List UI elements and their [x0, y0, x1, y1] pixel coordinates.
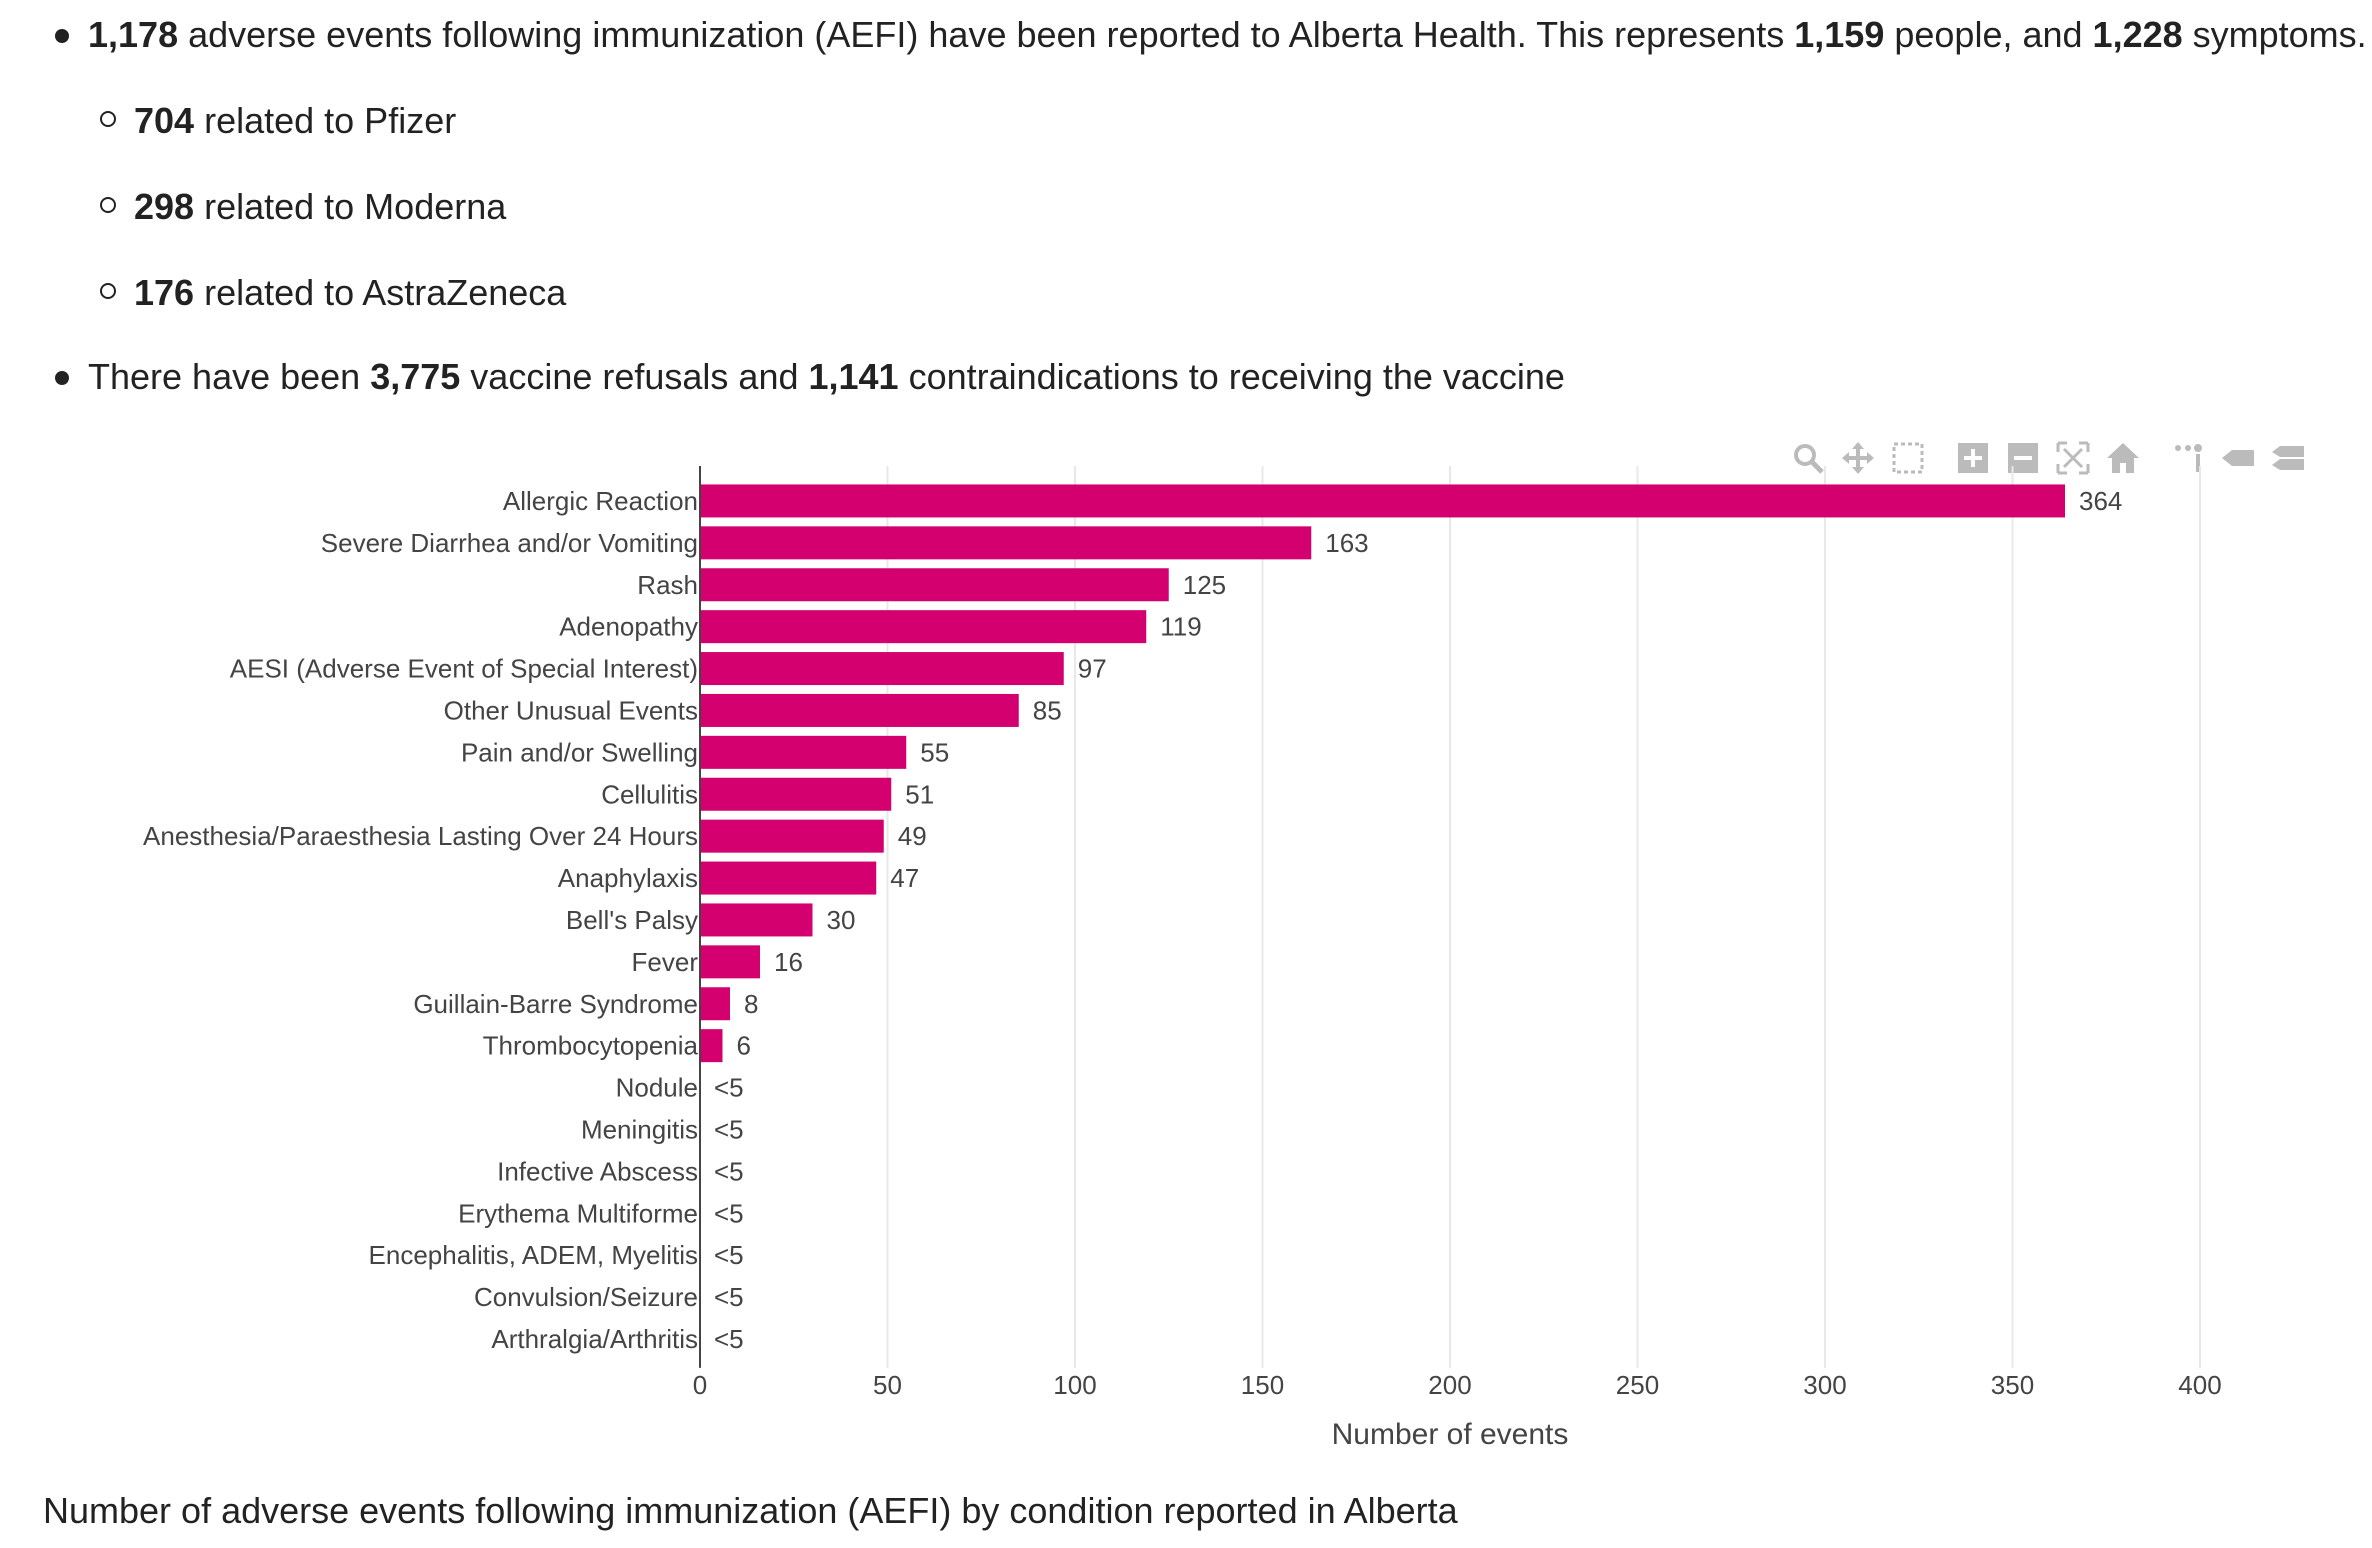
pan-icon[interactable]: [1840, 440, 1876, 476]
gridlines: [886, 466, 2201, 1368]
bar-value-label: <5: [714, 1282, 744, 1312]
x-tick-label: 250: [1616, 1370, 1659, 1400]
hover-closest-icon[interactable]: [2220, 440, 2256, 476]
bar-value-label: 55: [920, 737, 949, 767]
aefi-count: 1,178: [88, 14, 179, 55]
category-label: Adenopathy: [559, 612, 698, 642]
x-tick-label: 150: [1241, 1370, 1284, 1400]
sub-bullet-pfizer: 704 related to Pfizer: [134, 100, 457, 141]
bar-value-label: 49: [898, 821, 927, 851]
sub-bullet-moderna: 298 related to Moderna: [134, 186, 507, 227]
bullet-refusals: There have been 3,775 vaccine refusals a…: [88, 356, 1565, 397]
category-label: AESI (Adverse Event of Special Interest): [230, 654, 698, 684]
category-label: Thrombocytopenia: [483, 1031, 699, 1061]
bar-value-label: 51: [905, 779, 934, 809]
category-label: Rash: [637, 570, 698, 600]
category-label: Bell's Palsy: [566, 905, 698, 935]
bar-value-label: 97: [1078, 654, 1107, 684]
category-label: Anaphylaxis: [558, 863, 698, 893]
bar[interactable]: [700, 945, 760, 979]
category-label: Arthralgia/Arthritis: [491, 1324, 698, 1354]
bar-value-label: <5: [714, 1114, 744, 1144]
reset-axes-icon[interactable]: [2105, 440, 2141, 476]
category-label: Meningitis: [581, 1114, 698, 1144]
x-axis-title: Number of events: [1332, 1418, 1569, 1451]
bars: [700, 484, 2065, 1063]
bar-value-label: 163: [1325, 528, 1368, 558]
x-tick-label: 50: [873, 1370, 902, 1400]
chart-caption: Number of adverse events following immun…: [43, 1490, 1458, 1531]
category-labels: Allergic Reaction Severe Diarrhea and/or …: [143, 486, 699, 1354]
category-label: Severe Diarrhea and/or Vomiting: [321, 528, 698, 558]
bar-value-label: 30: [827, 905, 856, 935]
bar[interactable]: [700, 652, 1064, 686]
bar-value-label: 119: [1160, 612, 1201, 642]
sub-bullet-circle: [100, 197, 116, 213]
category-label: Allergic Reaction: [503, 486, 698, 516]
bar-value-label: 6: [737, 1031, 751, 1061]
category-label: Infective Abscess: [497, 1156, 698, 1186]
x-tick-label: 350: [1991, 1370, 2034, 1400]
contraindications-count: 1,141: [808, 356, 899, 397]
x-tick-label: 300: [1803, 1370, 1846, 1400]
symptoms-count: 1,228: [2092, 14, 2183, 55]
bar[interactable]: [700, 610, 1147, 644]
bar[interactable]: [700, 568, 1169, 602]
category-label: Convulsion/Seizure: [474, 1282, 698, 1312]
bar[interactable]: [700, 861, 877, 895]
sub-bullet-circle: [100, 283, 116, 299]
zoom-in-icon[interactable]: [1955, 440, 1991, 476]
value-labels: 364 163 125 119 97 85 55 51 49 47 30 16 8 6 <5 <5 <5 <5 <5…: [714, 486, 2122, 1354]
bar[interactable]: [700, 1029, 723, 1063]
bar[interactable]: [700, 693, 1019, 727]
category-label: Guillain-Barre Syndrome: [413, 989, 698, 1019]
bar-value-label: 85: [1033, 695, 1062, 725]
sub-bullet-astrazeneca: 176 related to AstraZeneca: [134, 272, 567, 313]
x-tick-label: 100: [1053, 1370, 1096, 1400]
toggle-spike-lines-icon[interactable]: [2170, 440, 2206, 476]
bar-value-label: 364: [2079, 486, 2122, 516]
bar-value-label: 16: [774, 947, 803, 977]
category-label: Other Unusual Events: [444, 695, 698, 725]
bar-value-label: 8: [744, 989, 758, 1019]
hover-compare-icon[interactable]: [2270, 440, 2306, 476]
bar-chart: 364 163 125 119 97 85 55 51 49 47 30 16 8 6 <5 <5 <5 <5 <5…: [143, 466, 2222, 1451]
bar[interactable]: [700, 735, 907, 769]
bar[interactable]: [700, 526, 1312, 560]
category-label: Cellulitis: [601, 779, 698, 809]
category-label: Encephalitis, ADEM, Myelitis: [369, 1240, 698, 1270]
category-label: Fever: [632, 947, 699, 977]
bar-value-label: <5: [714, 1240, 744, 1270]
x-tick-label: 400: [2178, 1370, 2221, 1400]
bullet-dot: [55, 371, 69, 385]
category-label: Erythema Multiforme: [458, 1198, 698, 1228]
zoom-icon[interactable]: [1790, 440, 1826, 476]
category-label: Pain and/or Swelling: [461, 737, 698, 767]
category-label: Nodule: [616, 1073, 698, 1103]
bar[interactable]: [700, 777, 892, 811]
bar[interactable]: [700, 819, 884, 853]
bar-value-label: 47: [890, 863, 919, 893]
category-label: Anesthesia/Paraesthesia Lasting Over 24 …: [143, 821, 698, 851]
sub-bullet-circle: [100, 111, 116, 127]
bar-value-label: <5: [714, 1073, 744, 1103]
x-tick-label: 0: [693, 1370, 707, 1400]
bar-value-label: 125: [1183, 570, 1226, 600]
bar[interactable]: [700, 903, 813, 937]
x-tick-label: 200: [1428, 1370, 1471, 1400]
bar[interactable]: [700, 484, 2065, 518]
bullet-dot: [55, 29, 69, 43]
bar-value-label: <5: [714, 1198, 744, 1228]
bullet-aefi-summary: 1,178 adverse events following immunizat…: [88, 14, 2367, 55]
bar-value-label: <5: [714, 1156, 744, 1186]
x-tick-labels: 0 50 100 150 200 250 300 350 400: [693, 1370, 2222, 1400]
autoscale-icon[interactable]: [2055, 440, 2091, 476]
refusals-count: 3,775: [370, 356, 461, 397]
bar-value-label: <5: [714, 1324, 744, 1354]
bar[interactable]: [700, 987, 730, 1021]
people-count: 1,159: [1794, 14, 1885, 55]
box-select-icon[interactable]: [1890, 440, 1926, 476]
